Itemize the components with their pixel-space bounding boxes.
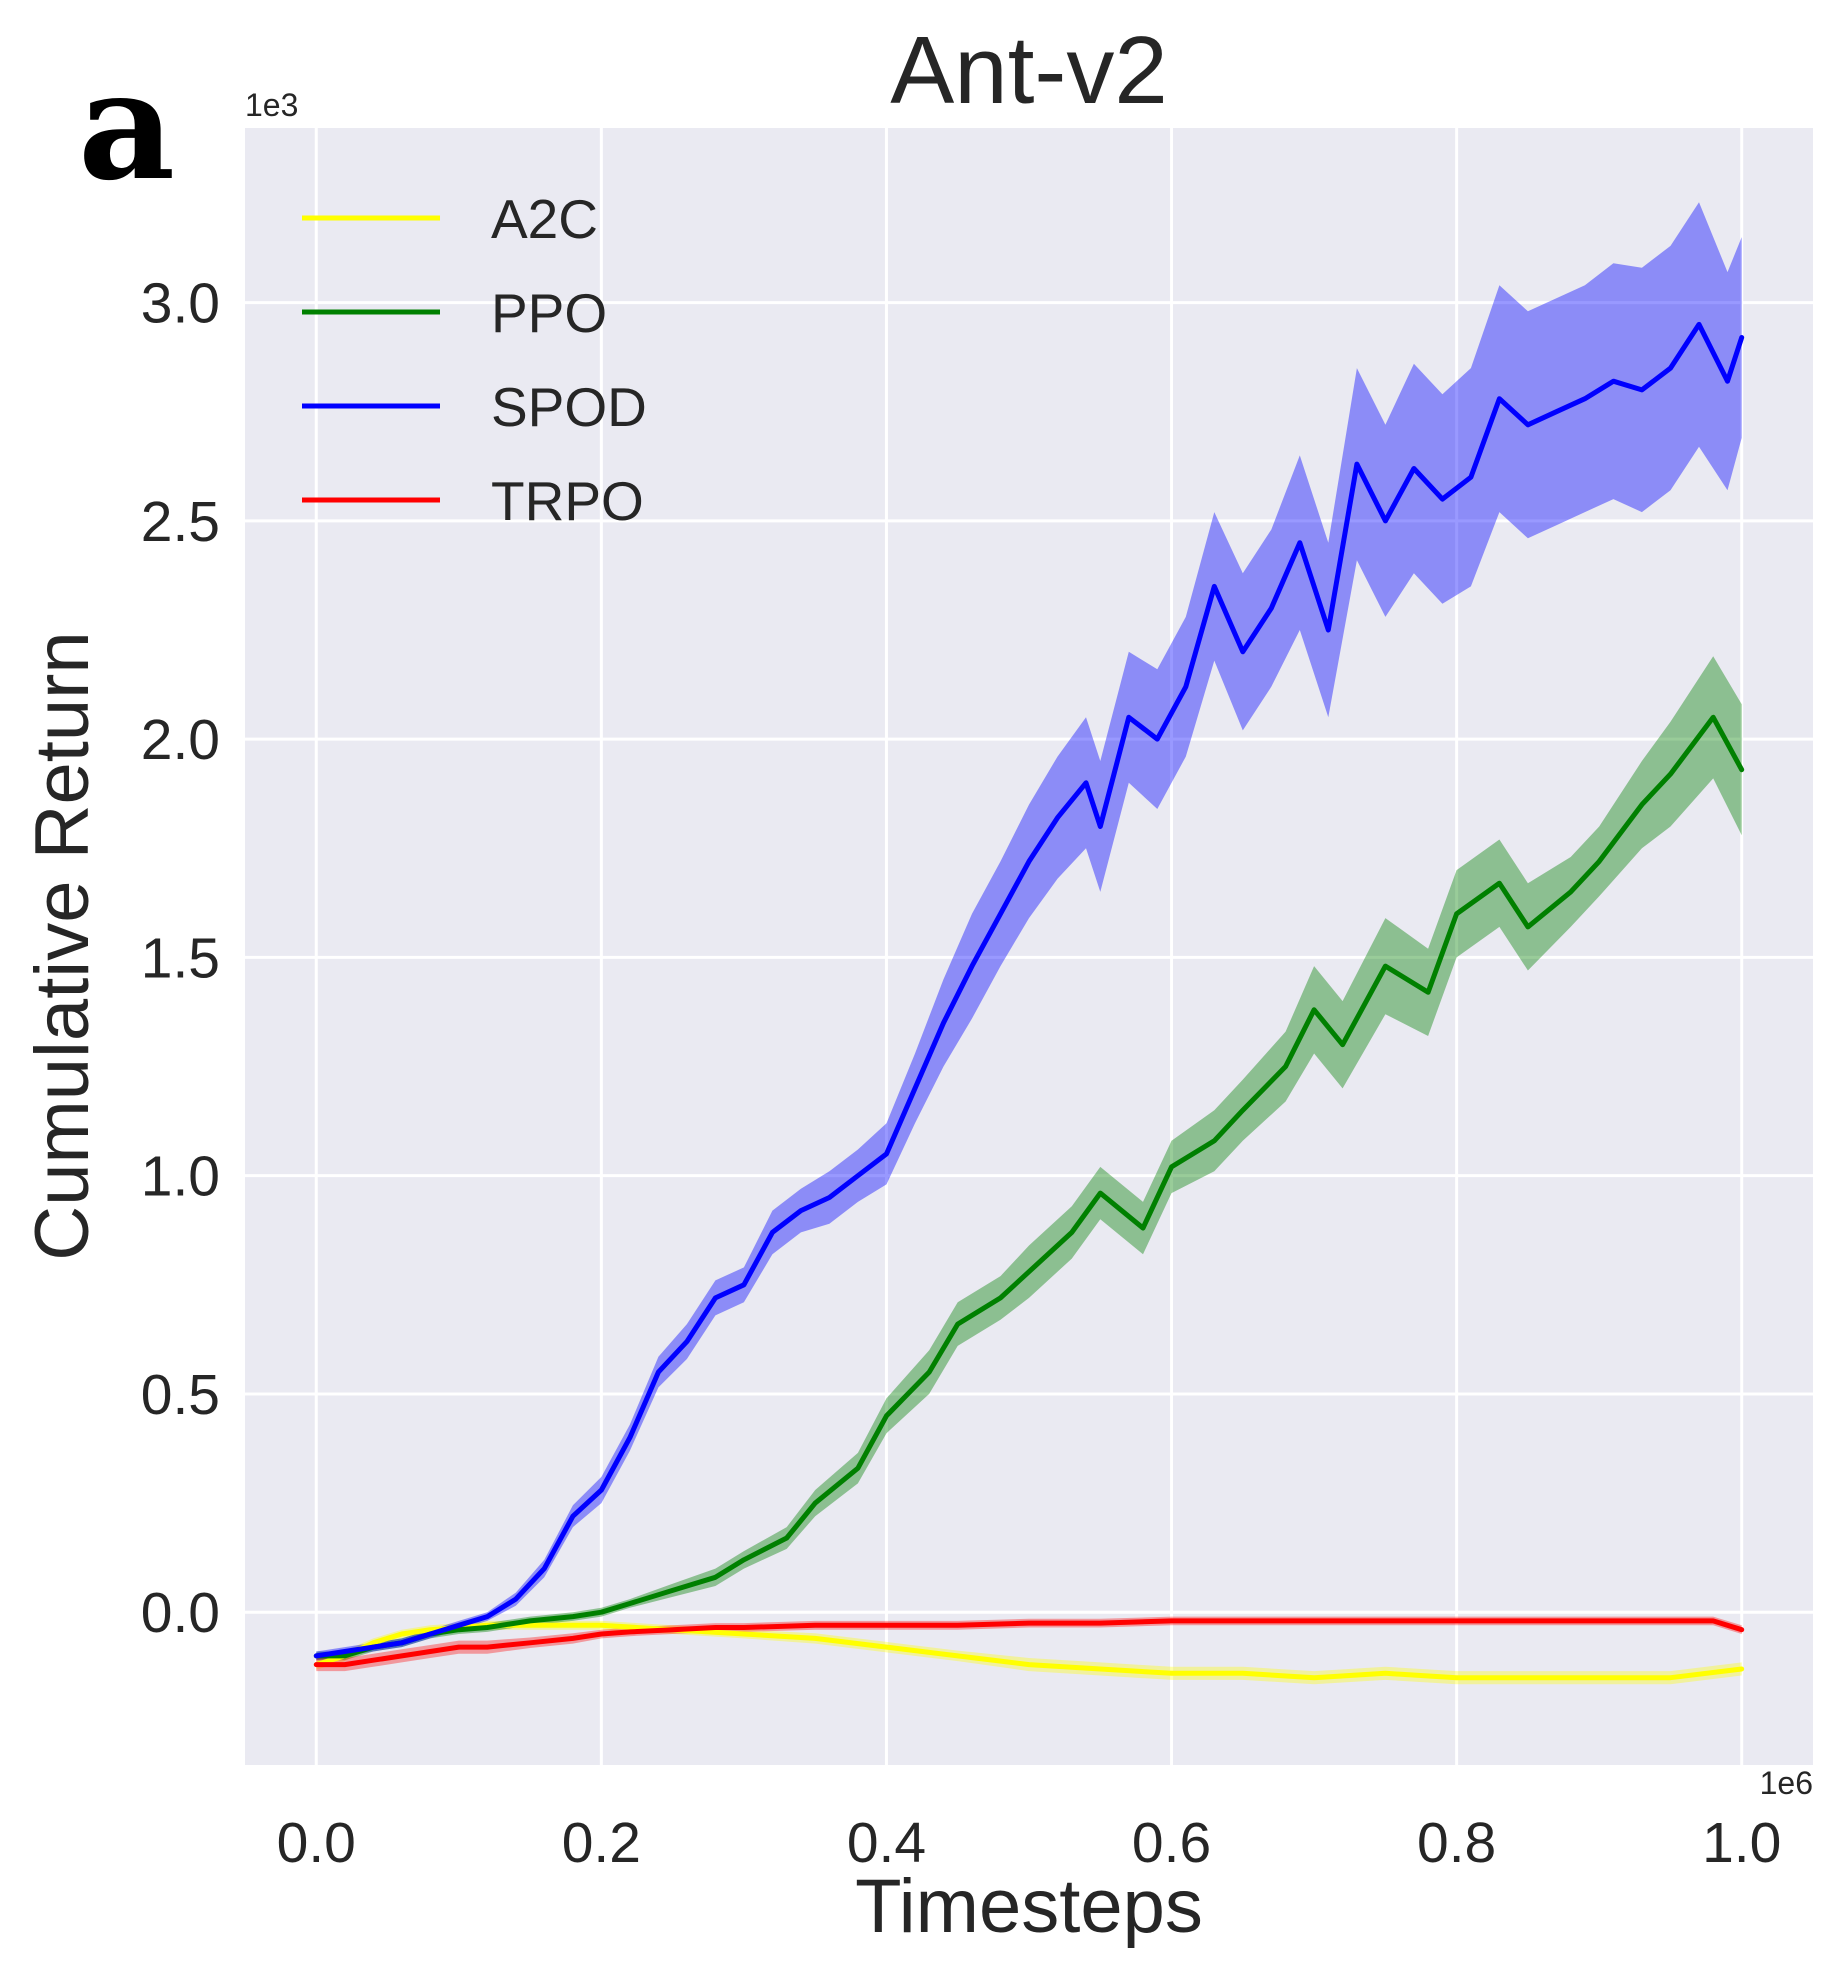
series-lines: [313, 321, 1745, 1681]
plot-area: [245, 128, 1813, 1765]
y-tick-label: 0.5: [141, 1363, 220, 1427]
y-tick-label: 1.5: [141, 926, 220, 990]
legend-label-ppo: PPO: [491, 282, 607, 344]
y-tick-label: 0.0: [141, 1581, 220, 1645]
series-line-trpo: [313, 1618, 1745, 1668]
legend: A2C PPO SPOD TRPO: [302, 188, 647, 532]
series-line-spod: [313, 321, 1745, 1659]
x-tick-label: 0.6: [1132, 1811, 1211, 1875]
y-tick-label: 1.0: [141, 1145, 220, 1209]
legend-label-spod: SPOD: [491, 376, 647, 438]
y-axis-label: Cumulative Return: [20, 631, 105, 1260]
panel-label: a: [78, 38, 175, 214]
y-tick-label: 3.0: [141, 272, 220, 336]
x-tick-label: 0.4: [847, 1811, 926, 1875]
legend-label-a2c: A2C: [491, 188, 598, 250]
x-tick-label: 0.8: [1417, 1811, 1496, 1875]
y-axis-ticks: 0.0 0.5 1.0 1.5 2.0 2.5 3.0: [141, 272, 220, 1646]
chart-title: Ant-v2: [890, 17, 1167, 124]
x-scale-label: 1e6: [1760, 1765, 1813, 1801]
y-tick-label: 2.5: [141, 490, 220, 554]
x-axis-label: Timesteps: [855, 1864, 1203, 1949]
band-a2c: [316, 1620, 1742, 1685]
x-tick-label: 0.2: [562, 1811, 641, 1875]
x-axis-ticks: 0.0 0.2 0.4 0.6 0.8 1.0: [277, 1811, 1782, 1875]
y-scale-label: 1e3: [245, 87, 298, 123]
x-tick-label: 1.0: [1702, 1811, 1781, 1875]
x-tick-label: 0.0: [277, 1811, 356, 1875]
series-line-a2c: [313, 1622, 1745, 1681]
legend-label-trpo: TRPO: [491, 470, 644, 532]
grid-lines: [245, 128, 1813, 1765]
band-spod: [316, 202, 1742, 1661]
y-tick-label: 2.0: [141, 708, 220, 772]
series-line-ppo: [313, 714, 1745, 1659]
